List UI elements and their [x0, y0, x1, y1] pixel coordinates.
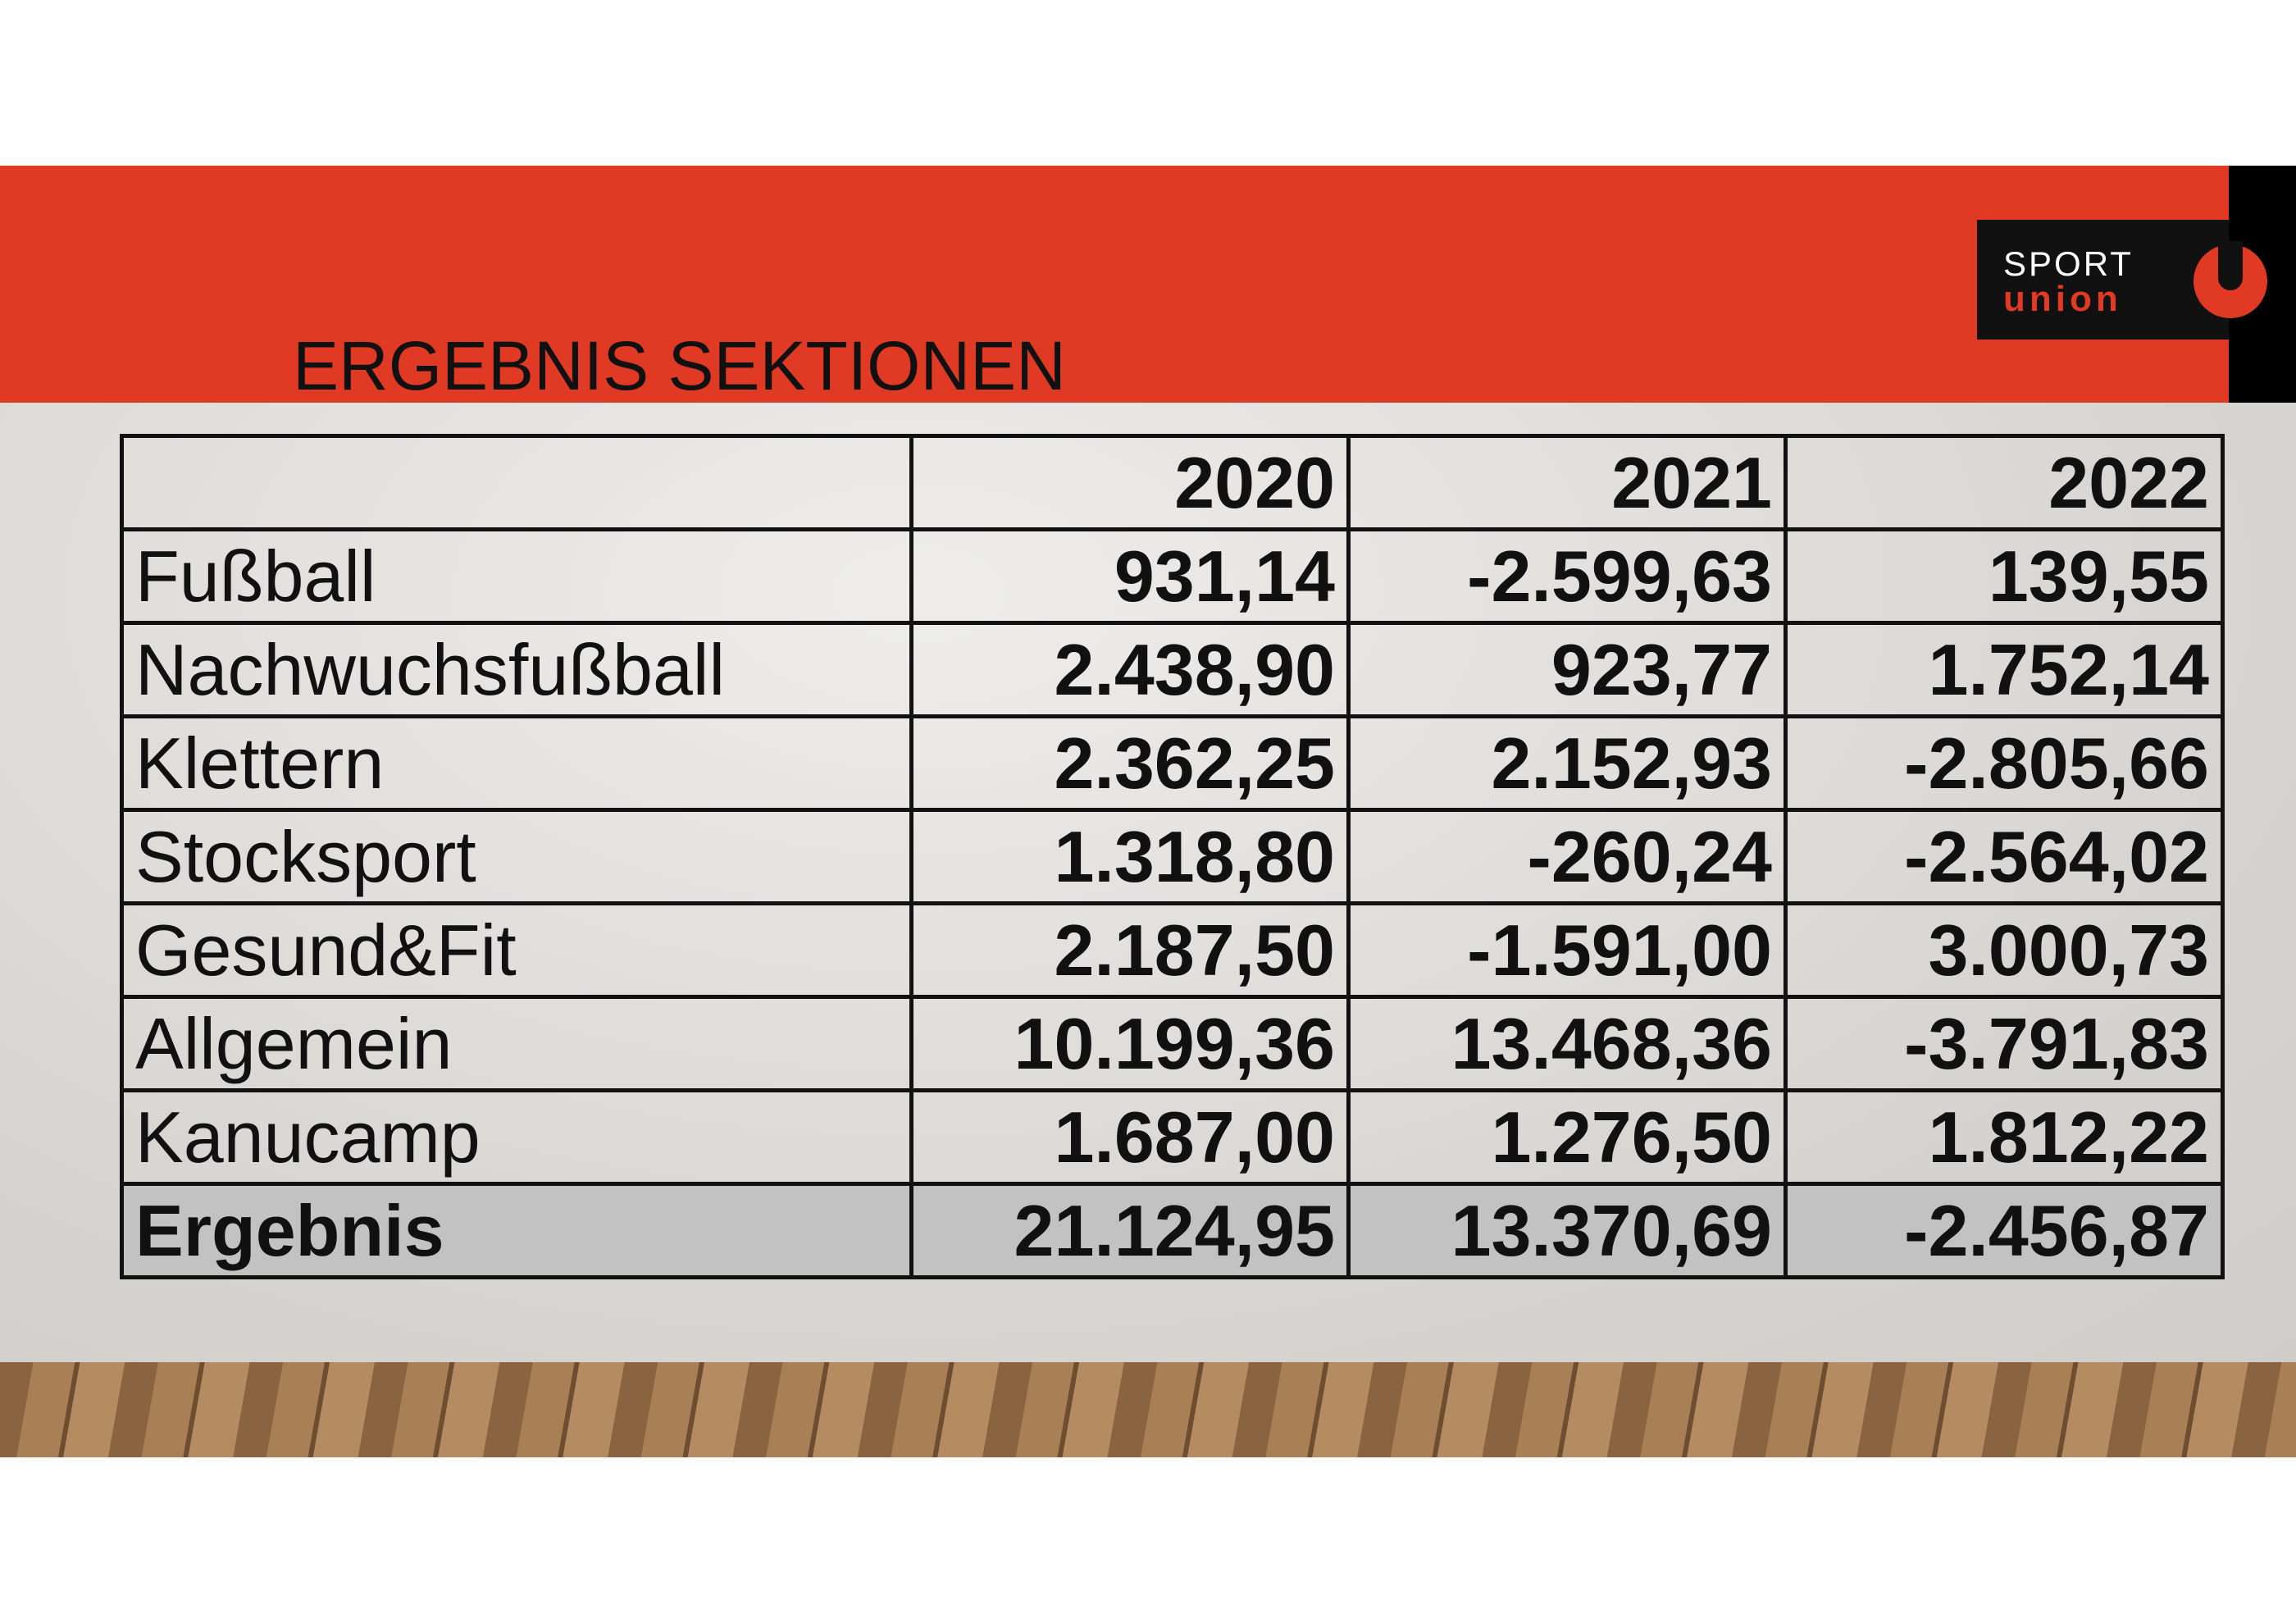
- row-label: Nachwuchsfußball: [120, 621, 913, 718]
- value-cell: -2.805,66: [1784, 714, 2225, 812]
- row-label: Stocksport: [120, 808, 913, 905]
- table-row: Stocksport 1.318,80 -260,24 -2.564,02: [120, 808, 2225, 905]
- row-label: Fußball: [120, 527, 913, 625]
- value-cell: 3.000,73: [1784, 901, 2225, 999]
- value-cell: 2.362,25: [909, 714, 1351, 812]
- logo-icon: [2194, 241, 2267, 318]
- value-cell: 923,77: [1346, 621, 1788, 718]
- value-cell: 1.318,80: [909, 808, 1351, 905]
- value-cell: -1.591,00: [1346, 901, 1788, 999]
- value-cell: 21.124,95: [909, 1182, 1351, 1279]
- header-cell: [120, 434, 913, 531]
- logo-text: union: [2003, 279, 2122, 319]
- row-label: Ergebnis: [120, 1182, 913, 1279]
- row-label: Gesund&Fit: [120, 901, 913, 999]
- value-cell: 2.438,90: [909, 621, 1351, 718]
- table-row: Klettern 2.362,25 2.152,93 -2.805,66: [120, 714, 2225, 812]
- value-cell: 13.468,36: [1346, 995, 1788, 1092]
- header-cell: 2022: [1784, 434, 2225, 531]
- value-cell: 139,55: [1784, 527, 2225, 625]
- table-row: Nachwuchsfußball 2.438,90 923,77 1.752,14: [120, 621, 2225, 718]
- row-label: Kanucamp: [120, 1088, 913, 1186]
- value-cell: 1.752,14: [1784, 621, 2225, 718]
- row-label: Klettern: [120, 714, 913, 812]
- value-cell: 10.199,36: [909, 995, 1351, 1092]
- floor: [0, 1362, 2296, 1457]
- logo: SPORT union: [1977, 220, 2267, 340]
- value-cell: 1.687,00: [909, 1088, 1351, 1186]
- value-cell: -2.564,02: [1784, 808, 2225, 905]
- title: ERGEBNIS SEKTIONEN: [293, 327, 1066, 404]
- value-cell: 1.812,22: [1784, 1088, 2225, 1186]
- header-row: 2020 2021 2022: [120, 434, 2225, 531]
- row-label: Allgemein: [120, 995, 913, 1092]
- value-cell: -260,24: [1346, 808, 1788, 905]
- value-cell: -2.456,87: [1784, 1182, 2225, 1279]
- header-band: [0, 166, 2296, 403]
- value-cell: -2.599,63: [1346, 527, 1788, 625]
- value-cell: 2.187,50: [909, 901, 1351, 999]
- table: 2020 2021 2022 Fußball 931,14 -2.599,63 139,55…: [120, 434, 2225, 1279]
- header-cell: 2020: [909, 434, 1351, 531]
- value-cell: 13.370,69: [1346, 1182, 1788, 1279]
- value-cell: 1.276,50: [1346, 1088, 1788, 1186]
- header-cell: 2021: [1346, 434, 1788, 531]
- value-cell: -3.791,83: [1784, 995, 2225, 1092]
- value-cell: 2.152,93: [1346, 714, 1788, 812]
- table-row: Gesund&Fit 2.187,50 -1.591,00 3.000,73: [120, 901, 2225, 999]
- table-row: Allgemein 10.199,36 13.468,36 -3.791,83: [120, 995, 2225, 1092]
- table-row: Fußball 931,14 -2.599,63 139,55: [120, 527, 2225, 625]
- table-row: Kanucamp 1.687,00 1.276,50 1.812,22: [120, 1088, 2225, 1186]
- logo-text: SPORT: [2003, 244, 2134, 283]
- total-row: Ergebnis 21.124,95 13.370,69 -2.456,87: [120, 1182, 2225, 1279]
- value-cell: 931,14: [909, 527, 1351, 625]
